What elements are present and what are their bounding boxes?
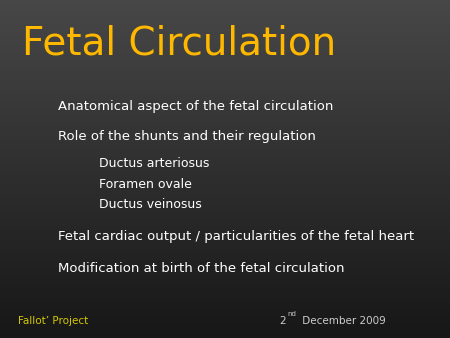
Text: Fallot’ Project: Fallot’ Project [18,316,88,326]
Text: Anatomical aspect of the fetal circulation: Anatomical aspect of the fetal circulati… [58,100,334,113]
Text: 2: 2 [279,316,286,326]
Text: Ductus veinosus: Ductus veinosus [99,198,202,211]
Text: Fetal Circulation: Fetal Circulation [22,25,337,63]
Text: Ductus arteriosus: Ductus arteriosus [99,158,209,170]
Text: December 2009: December 2009 [299,316,386,326]
Text: Modification at birth of the fetal circulation: Modification at birth of the fetal circu… [58,262,345,275]
Text: Foramen ovale: Foramen ovale [99,178,192,191]
Text: nd: nd [287,311,296,317]
Text: Role of the shunts and their regulation: Role of the shunts and their regulation [58,130,316,143]
Text: Fetal cardiac output / particularities of the fetal heart: Fetal cardiac output / particularities o… [58,230,414,243]
